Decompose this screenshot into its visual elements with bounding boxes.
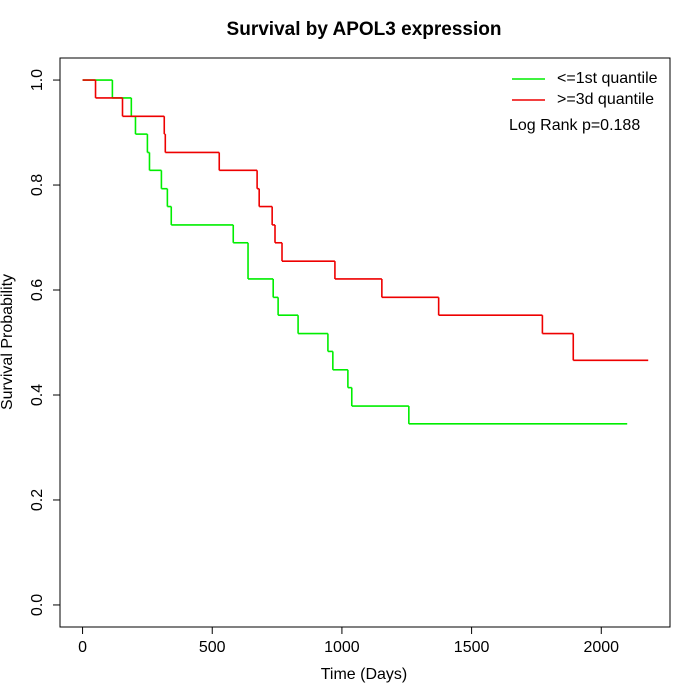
legend-label: <=1st quantile — [557, 70, 658, 87]
x-tick-label: 1500 — [454, 639, 490, 656]
y-axis-label: Survival Probability — [0, 274, 16, 410]
y-tick-label: 1.0 — [29, 69, 46, 91]
x-tick-label: 2000 — [583, 639, 619, 656]
annotation: Log Rank p=0.188 — [509, 117, 640, 134]
legend-label: >=3d quantile — [557, 91, 654, 108]
plot-frame — [59, 57, 671, 628]
y-tick-label: 0.2 — [29, 489, 46, 511]
x-tick-label: 500 — [199, 639, 226, 656]
chart-title: Survival by APOL3 expression — [227, 19, 502, 40]
x-axis-label: Time (Days) — [321, 666, 408, 683]
y-tick-label: 0.8 — [29, 174, 46, 196]
x-tick-label: 1000 — [324, 639, 360, 656]
y-tick-label: 0.0 — [29, 594, 46, 616]
y-tick-label: 0.4 — [29, 384, 46, 406]
y-tick-label: 0.6 — [29, 279, 46, 301]
x-tick-label: 0 — [78, 639, 87, 656]
